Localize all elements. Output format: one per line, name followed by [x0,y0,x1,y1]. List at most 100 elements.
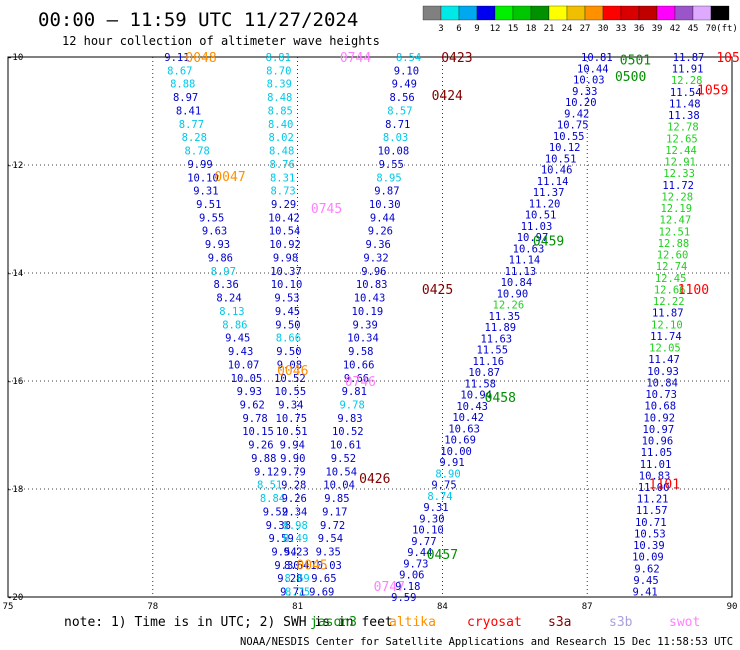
y-tick-label: -16 [7,377,23,387]
wave-value-jason3: 10.44 [577,63,609,75]
wave-value-cryosat: 12.44 [665,145,697,157]
wave-value-s3a: 10.52 [332,426,364,438]
satellite-legend: jason3 altika cryosat s3a s3b swot [310,615,700,630]
wave-value-s3a: 9.52 [331,453,356,465]
wave-value-cryosat: 10.96 [642,436,674,448]
x-tick-label: 75 [3,602,14,612]
colorbar-swatch [494,5,514,21]
time-label: 0046 [277,364,308,379]
wave-value-swot: 8.31 [270,172,295,184]
wave-value-jason3: 9.77 [411,536,436,548]
wave-value-cryosat: 12.22 [653,296,685,308]
wave-value-swot: 8.76 [270,159,295,171]
chart-subtitle: 12 hour collection of altimeter wave hei… [62,34,380,48]
wave-value-altika: 10.15 [242,426,274,438]
colorbar-swatch [476,5,496,21]
wave-value-jason3: 10.94 [460,390,492,402]
wave-value-s3a: 10.34 [347,333,379,345]
time-label: 0746 [345,375,376,390]
wave-value-jason3: 10.46 [541,165,573,177]
time-label: 0048 [185,51,216,66]
satellite-legend-item: jason3 [310,615,357,630]
wave-value-jason3: 11.20 [529,198,561,210]
wave-value-swot: 9.34 [282,506,307,518]
wave-value-cryosat: 12.05 [649,343,681,355]
x-tick-label: 90 [727,602,738,612]
wave-height-marks: 9.118.678.888.978.418.778.288.789.9910.1… [164,52,704,604]
colorbar-swatch [566,5,586,21]
wave-value-s3a: 10.66 [343,359,375,371]
wave-value-altika: 9.62 [240,399,265,411]
wave-value-swot: 10.75 [276,413,308,425]
wave-value-s3a: 9.17 [322,506,347,518]
wave-value-altika: 10.05 [231,373,263,385]
wave-value-swot: 10.54 [269,226,301,238]
colorbar-tick: 27 [580,24,591,34]
colorbar-swatch [674,5,694,21]
wave-value-jason3: 11.58 [464,378,496,390]
wave-value-altika: 9.71 [280,587,305,599]
wave-value-s3a: 9.39 [353,319,378,331]
wave-value-jason3: 9.33 [572,86,597,98]
wave-value-cryosat: 10.68 [644,401,676,413]
wave-value-swot: 10.55 [275,386,307,398]
wave-value-swot: 8.40 [268,119,293,131]
footer-note: note: 1) Time is in UTC; 2) SWH is in fe… [64,615,393,630]
wave-value-s3a: 9.87 [374,186,399,198]
wave-value-altika: 8.77 [179,119,204,131]
satellite-legend-item: s3a [548,615,571,630]
wave-value-cryosat: 12.45 [655,273,687,285]
wave-value-swot: 9.26 [282,493,307,505]
wave-value-swot: 8.69 [284,573,309,585]
wave-value-cryosat: 10.71 [635,517,667,529]
wave-value-cryosat: 10.92 [643,412,675,424]
wave-value-s3a: 9.65 [311,573,336,585]
wave-value-s3a: 9.35 [316,547,341,559]
wave-value-jason3: 8.74 [427,491,452,503]
wave-value-jason3: 10.10 [412,525,444,537]
wave-value-altika: 9.54 [271,547,296,559]
wave-value-altika: 9.11 [164,52,189,64]
wave-value-altika: 9.51 [196,199,221,211]
wave-value-cryosat: 11.00 [638,482,670,494]
wave-value-jason3: 12.26 [493,300,525,312]
wave-value-jason3: 9.06 [399,570,424,582]
y-tick-label: -20 [7,593,23,603]
wave-value-jason3: 10.55 [553,131,585,143]
wave-value-altika: 8.97 [211,266,236,278]
colorbar-swatch [656,5,676,21]
colorbar-swatch [548,5,568,21]
colorbar-swatch [530,5,550,21]
wave-value-cryosat: 11.91 [672,64,704,76]
wave-value-cryosat: 9.62 [634,563,659,575]
wave-value-cryosat: 10.97 [643,424,675,436]
wave-value-cryosat: 11.21 [637,494,669,506]
wave-value-altika: 8.51 [257,480,282,492]
colorbar-swatch [692,5,712,21]
wave-value-jason3: 9.30 [419,513,444,525]
colorbar-tick: 33 [616,24,627,34]
wave-value-jason3: 11.14 [537,176,569,188]
wave-value-jason3: 10.51 [545,153,577,165]
wave-value-altika: 8.13 [219,306,244,318]
wave-value-s3a: 9.66 [344,373,369,385]
wave-value-jason3: 11.03 [521,221,553,233]
wave-value-s3a: 8.56 [389,92,414,104]
colorbar-swatch [440,5,460,21]
wave-value-jason3: 11.55 [476,345,508,357]
colorbar-swatch [584,5,604,21]
wave-value-s3a: 9.58 [348,346,373,358]
wave-value-altika: 8.41 [176,105,201,117]
wave-value-cryosat: 10.09 [632,552,664,564]
wave-value-jason3: 11.13 [505,266,537,278]
wave-value-jason3: 11.37 [533,187,565,199]
wave-value-s3a: 10.04 [323,480,355,492]
wave-value-swot: 9.94 [280,440,305,452]
wave-value-jason3: 10.03 [573,75,605,87]
x-tick-label: 84 [437,602,448,612]
wave-value-cryosat: 11.87 [673,52,705,64]
wave-value-jason3: 10.51 [525,210,557,222]
wave-value-jason3: 9.73 [403,558,428,570]
colorbar-tick: 9 [474,24,479,34]
wave-value-s3a: 9.49 [392,79,417,91]
